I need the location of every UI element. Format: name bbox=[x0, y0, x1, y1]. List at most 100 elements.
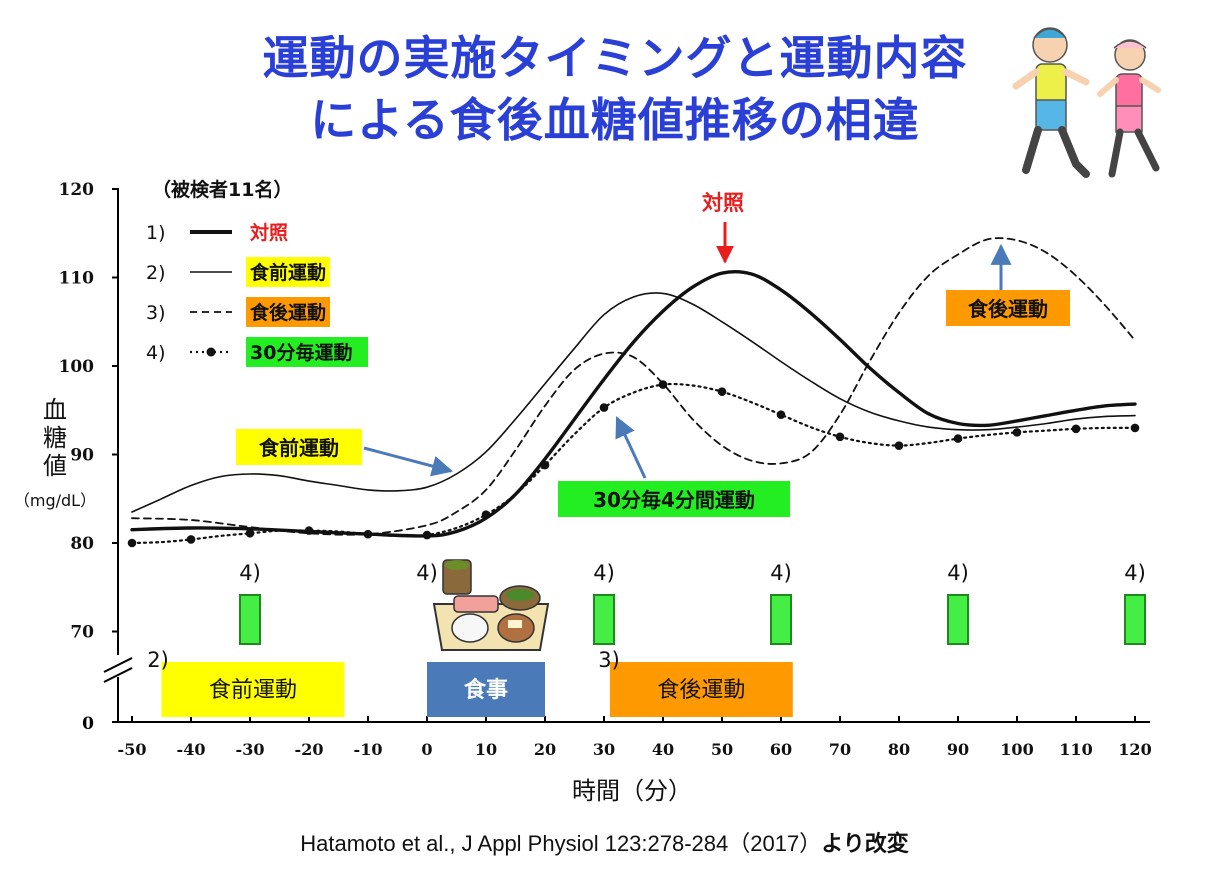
x-tick-label: -10 bbox=[354, 740, 383, 759]
series-4-point bbox=[422, 530, 432, 540]
x-tick-label: 40 bbox=[652, 740, 674, 759]
x-tick-label: -50 bbox=[118, 740, 147, 759]
legend-label: 対照 bbox=[249, 221, 288, 244]
y-ticks: 70 80 90 100 110 120 bbox=[59, 180, 118, 723]
legend-label: 食前運動 bbox=[250, 261, 326, 284]
interval-bar bbox=[770, 594, 792, 645]
interval-label: 4) bbox=[416, 561, 438, 585]
series-4-point bbox=[835, 432, 845, 442]
interval-label: 4) bbox=[239, 561, 261, 585]
series-4-point bbox=[127, 538, 137, 548]
series-4-point bbox=[776, 410, 786, 419]
series-line-2 bbox=[131, 292, 1136, 513]
x-tick-label: 30 bbox=[593, 740, 615, 759]
y-label-1: 血 bbox=[43, 396, 67, 424]
x-tick-label: 60 bbox=[770, 740, 792, 759]
legend-number: 2) bbox=[146, 262, 166, 284]
annotation-control: 対照 bbox=[702, 191, 744, 215]
annotation-post-box bbox=[946, 290, 1070, 326]
runners-illustration bbox=[1012, 27, 1161, 178]
annotations: 対照 食前運動 30分毎4分間運動 食後運動 bbox=[236, 191, 1070, 517]
timeline-bar-number: 2) bbox=[147, 648, 169, 672]
interval-bar bbox=[239, 594, 261, 645]
x-tick-label: 80 bbox=[888, 740, 910, 759]
series-4-point bbox=[1012, 428, 1022, 437]
y-unit-label: （mg/dL） bbox=[14, 491, 96, 510]
y-tick-label: 70 bbox=[70, 623, 94, 643]
x-tick-label: 70 bbox=[829, 740, 851, 759]
series-4-point bbox=[245, 528, 255, 538]
x-tick-label: 100 bbox=[1000, 740, 1033, 759]
interval-bar bbox=[593, 594, 615, 645]
legend: 1) 対照 2) 食前運動 3) 食後運動 4) 30分毎運動 bbox=[146, 221, 368, 367]
timeline-bar-number: 3) bbox=[598, 648, 620, 672]
series-line-3 bbox=[131, 237, 1136, 536]
citation-suffix: より改変 bbox=[821, 832, 909, 857]
timeline-bar-label: 食後運動 bbox=[657, 678, 745, 703]
y-tick-label: 110 bbox=[59, 269, 95, 289]
series-4-point bbox=[717, 387, 727, 396]
title-line-2: による食後血糖値推移の相違 bbox=[310, 93, 920, 147]
timeline-bar bbox=[427, 662, 545, 717]
interval-label: 4) bbox=[770, 561, 792, 585]
timeline-bar bbox=[161, 662, 345, 717]
annotation-pre-box bbox=[236, 429, 362, 465]
y-tick-label: 90 bbox=[70, 446, 94, 466]
x-tick-label: 90 bbox=[947, 740, 969, 759]
citation-text: Hatamoto et al., J Appl Physiol 123:278-… bbox=[300, 831, 822, 856]
y-zero-label: 0 bbox=[82, 714, 94, 734]
series-4-point bbox=[304, 526, 314, 535]
x-tick-label: -20 bbox=[295, 740, 324, 759]
series-4-point bbox=[953, 434, 963, 443]
legend-label: 30分毎運動 bbox=[250, 341, 352, 364]
timeline-bar-label: 食前運動 bbox=[209, 678, 297, 703]
series-4-point bbox=[481, 510, 491, 519]
title-line-1: 運動の実施タイミングと運動内容 bbox=[262, 31, 968, 85]
legend-dot bbox=[206, 347, 216, 357]
timeline-bar bbox=[609, 662, 793, 717]
legend-number: 4) bbox=[146, 342, 166, 364]
x-tick-label: 10 bbox=[475, 740, 497, 759]
interval-label: 4) bbox=[1124, 561, 1146, 585]
interval-label: 4) bbox=[947, 561, 969, 585]
legend-label: 食後運動 bbox=[250, 301, 326, 324]
legend-label-bg bbox=[246, 337, 368, 367]
x-tick-label: -40 bbox=[177, 740, 206, 759]
interval-markers: 4) 4) 4) 4) 4) 4) bbox=[239, 561, 1146, 645]
series-group bbox=[127, 237, 1140, 548]
x-tick-label: -30 bbox=[236, 740, 265, 759]
interval-bar bbox=[1124, 594, 1146, 645]
series-4-point bbox=[894, 441, 904, 450]
legend-number: 3) bbox=[146, 302, 166, 324]
annotation-post-label: 食後運動 bbox=[968, 297, 1048, 321]
x-tick-label: 120 bbox=[1118, 740, 1151, 759]
y-label-3: 値 bbox=[43, 452, 67, 480]
x-tick-label: 20 bbox=[534, 740, 556, 759]
series-4-point bbox=[1130, 423, 1140, 433]
interval-label: 4) bbox=[593, 561, 615, 585]
interval-bar bbox=[947, 594, 969, 645]
series-line-4 bbox=[130, 382, 1137, 545]
x-tick-label: 0 bbox=[421, 740, 432, 759]
annotation-pre-label: 食前運動 bbox=[259, 436, 339, 460]
annotation-int-box bbox=[558, 481, 790, 517]
x-tick-label: 50 bbox=[711, 740, 733, 759]
annotation-int-label: 30分毎4分間運動 bbox=[593, 488, 755, 512]
annotation-pre-arrow bbox=[363, 446, 454, 477]
x-ticks: -50 -40 -30 -20 -10 0 10 20 30 40 50 60 70 80 90 100 110… bbox=[118, 716, 1152, 759]
annotation-int-arrow bbox=[615, 416, 647, 479]
y-tick-label: 100 bbox=[59, 357, 95, 377]
timeline-bars: 食前運動 2) 食事 食後運動 3) bbox=[147, 648, 793, 717]
series-4-point bbox=[186, 535, 196, 544]
y-tick-label: 120 bbox=[59, 180, 95, 200]
series-4-point bbox=[540, 460, 550, 470]
series-4-point bbox=[658, 380, 668, 389]
x-tick-label: 110 bbox=[1059, 740, 1092, 759]
legend-label-bg bbox=[246, 297, 330, 327]
y-tick-label: 80 bbox=[70, 534, 94, 554]
subjects-note: （被検者11名） bbox=[152, 178, 292, 201]
legend-label-bg bbox=[246, 257, 330, 287]
citation: Hatamoto et al., J Appl Physiol 123:278-… bbox=[0, 826, 1209, 858]
x-axis-label: 時間（分） bbox=[572, 777, 692, 805]
